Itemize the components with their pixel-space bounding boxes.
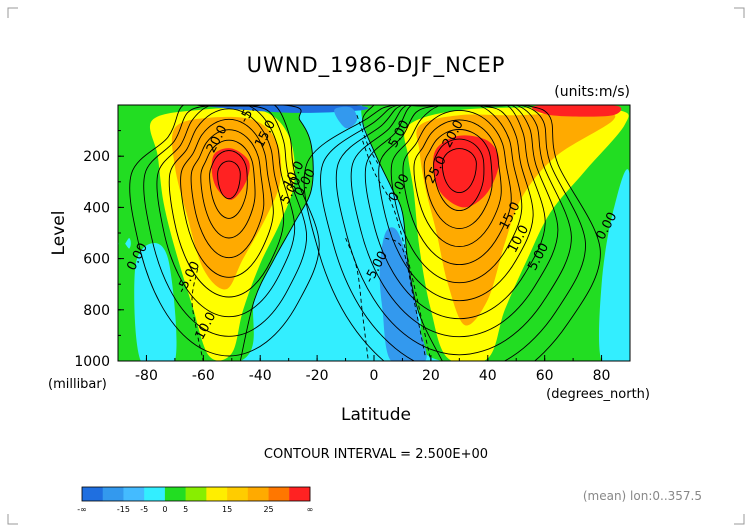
contour-line-negative: [345, 237, 369, 361]
contour-line: [143, 105, 308, 337]
colorbar-swatch: [82, 487, 104, 501]
contour-lines: [118, 105, 601, 361]
colorbar-swatch: [247, 487, 269, 501]
y-tick-label: 1000: [74, 354, 110, 370]
chart-title: UWND_1986-DJF_NCEP: [247, 53, 506, 78]
contour-line-zero: [118, 105, 314, 361]
contour-line: [168, 108, 285, 298]
region-negative-south-pole: [134, 243, 177, 361]
colorbar-frame: [81, 486, 311, 502]
contour-line: [156, 105, 296, 318]
contour-line-negative: [385, 237, 426, 356]
y-tick-label: 800: [83, 303, 110, 319]
units-label: (units:m/s): [554, 84, 630, 100]
colorbar-swatch: [227, 487, 249, 501]
contour-line: [217, 160, 241, 200]
contour-fills: [118, 105, 630, 361]
contour-line-negative: [362, 140, 432, 361]
x-tick-label: -40: [249, 368, 272, 384]
contour-line: [190, 129, 265, 259]
colorbar-label: -∞: [77, 505, 87, 514]
colorbar-swatch: [102, 487, 124, 501]
contour-line: [441, 148, 477, 194]
colorbar-label: 5: [183, 505, 188, 514]
colorbar-label: ∞: [307, 505, 314, 514]
corner-marks: [7, 7, 745, 525]
x-tick-label: 60: [536, 368, 554, 384]
contour-line: [423, 129, 493, 230]
contour-line: [413, 119, 502, 248]
y-axis-units: (millibar): [48, 377, 107, 392]
colorbar-swatch: [268, 487, 290, 501]
x-axis-units: (degrees_north): [546, 387, 650, 402]
colorbar-label: -5: [140, 505, 148, 514]
y-tick-label: 400: [83, 200, 110, 216]
colorbar-swatch: [185, 487, 207, 501]
jet-core-upper: [531, 105, 622, 117]
colorbar-label: -15: [117, 505, 130, 514]
colorbar-swatch: [206, 487, 228, 501]
colorbar-swatch: [123, 487, 145, 501]
colorbar-label: 15: [222, 505, 232, 514]
x-tick-label: -20: [306, 368, 329, 384]
region-negative-north-pole: [598, 169, 630, 361]
x-axis: -80 -60 -40 -20 0 20 40 60 80: [117, 355, 631, 384]
colorbar: -∞ -15 -5 0 5 15 25 ∞: [77, 486, 314, 514]
x-tick-label: 0: [370, 368, 379, 384]
y-tick-label: 600: [83, 252, 110, 268]
x-axis-label: Latitude: [341, 405, 411, 425]
x-tick-label: 40: [479, 368, 497, 384]
colorbar-swatch: [289, 487, 311, 501]
contour-line: [209, 150, 248, 219]
contour-line: [303, 105, 601, 361]
jet-core-south: [211, 148, 250, 200]
y-axis: 200 400 600 800 1000: [74, 130, 124, 370]
jet-core-north: [433, 135, 500, 208]
x-tick-label: -80: [135, 368, 158, 384]
contour-line: [402, 109, 512, 266]
colorbar-label: 0: [162, 505, 167, 514]
colorbar-swatch: [164, 487, 186, 501]
region-negative-stratosphere: [202, 105, 369, 113]
x-tick-label: 80: [593, 368, 611, 384]
region-10-20-south: [171, 116, 282, 290]
contour-line: [433, 138, 485, 212]
y-tick-label: 200: [83, 149, 110, 165]
contour-interval-label: CONTOUR INTERVAL = 2.500E+00: [264, 447, 488, 462]
contour-line: [200, 139, 256, 239]
x-tick-label: 20: [422, 368, 440, 384]
colorbar-swatch: [144, 487, 166, 501]
contour-line-negative: [191, 268, 204, 361]
x-tick-label: -60: [192, 368, 215, 384]
footnote: (mean) lon:0..357.5: [583, 489, 702, 503]
colorbar-label: 25: [263, 505, 273, 514]
contour-line-zero: [362, 105, 443, 361]
region-negative-tropopause: [334, 106, 358, 129]
contour-line: [390, 105, 523, 284]
contour-line: [180, 118, 274, 278]
contour-line-negative: [356, 115, 381, 167]
region-negative-5-tropics: [379, 227, 427, 361]
y-axis-label: Level: [49, 211, 69, 256]
